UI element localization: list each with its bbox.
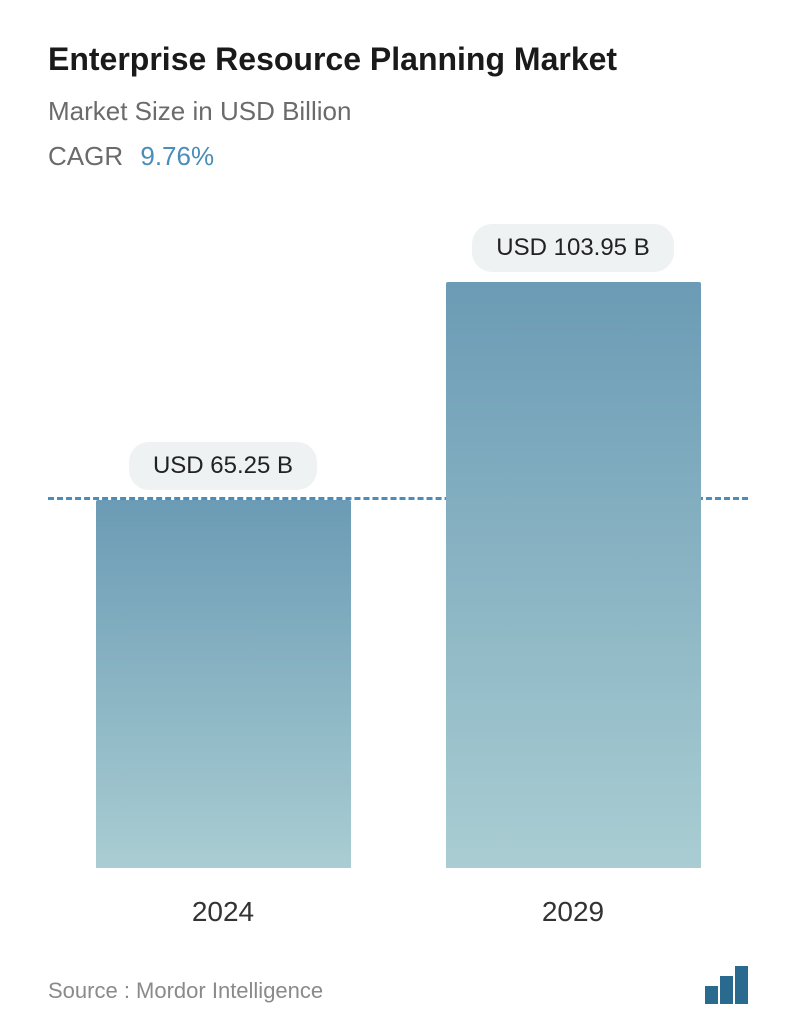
x-axis-label: 2029	[423, 896, 723, 928]
source-text: Source : Mordor Intelligence	[48, 978, 323, 1004]
chart-inner: USD 65.25 B USD 103.95 B	[48, 212, 748, 868]
bar-value-label: USD 103.95 B	[472, 224, 673, 272]
cagr-value: 9.76%	[140, 141, 214, 171]
chart-area: USD 65.25 B USD 103.95 B 2024 2029	[48, 212, 748, 948]
logo-bar-icon	[705, 986, 718, 1004]
logo-bar-icon	[720, 976, 733, 1004]
bar-value-label: USD 65.25 B	[129, 442, 317, 490]
footer: Source : Mordor Intelligence	[48, 948, 748, 1004]
bar-column: USD 65.25 B	[73, 212, 373, 868]
cagr-label: CAGR	[48, 141, 123, 171]
brand-logo-icon	[705, 966, 748, 1004]
bars-wrap: USD 65.25 B USD 103.95 B	[48, 212, 748, 868]
bar	[96, 500, 351, 868]
cagr-row: CAGR 9.76%	[48, 141, 748, 172]
chart-title: Enterprise Resource Planning Market	[48, 40, 748, 78]
bar	[446, 282, 701, 868]
x-axis-labels: 2024 2029	[48, 896, 748, 928]
logo-bar-icon	[735, 966, 748, 1004]
bar-column: USD 103.95 B	[423, 212, 723, 868]
chart-subtitle: Market Size in USD Billion	[48, 96, 748, 127]
x-axis-label: 2024	[73, 896, 373, 928]
